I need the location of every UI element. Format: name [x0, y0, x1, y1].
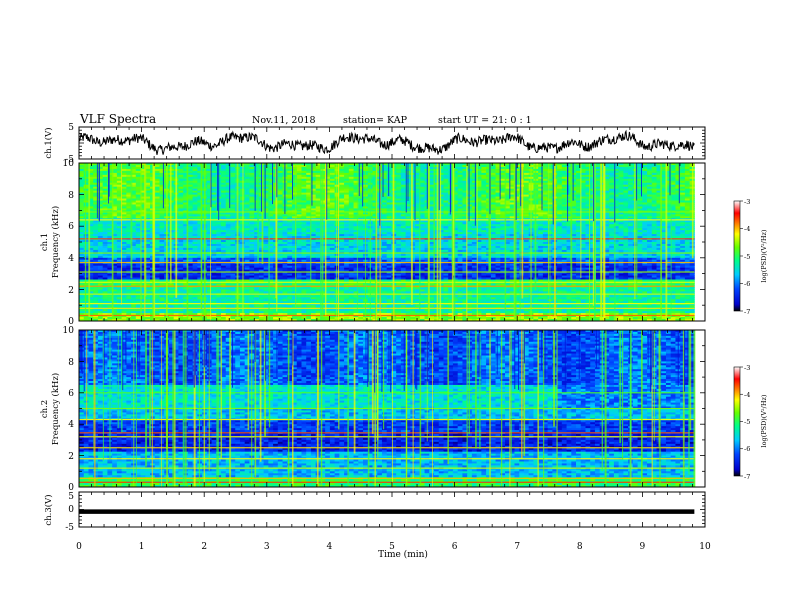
ch2-spec-ytick-label: 10: [63, 326, 75, 336]
ch1-spec-ytick-label: 0: [68, 317, 74, 327]
ch2-colorbar: [733, 366, 741, 477]
ch1-spec-ytick-label: 6: [68, 222, 74, 232]
ch3-waveform-panel: 5 0 -5 ch.3(V) 0 1 2 3 4 5 6 7 8 9 10 Time (min): [43, 491, 711, 560]
ch1-waveform-line: [78, 129, 695, 155]
time-tick-label: 5: [389, 542, 395, 552]
ch1-colorbar-label: log(PSD)(V²/Hz): [760, 229, 768, 282]
start-time-label: start UT = 21: 0 : 1: [438, 115, 532, 126]
time-tick-label: 0: [76, 542, 82, 552]
ch1-spec-ytick-label: 8: [68, 191, 74, 201]
ch1-spec-ylabel-channel: ch.1: [40, 233, 50, 251]
ch2-cb-tick: -7: [744, 473, 750, 481]
ch1-spectrogram-panel: 0 2 4 6 8 10 ch.1 Frequency (kHz) -3 -4 …: [40, 159, 768, 327]
ch1-cb-tick: -3: [744, 198, 750, 206]
ch3-ylabel: ch.3(V): [43, 494, 54, 525]
time-tick-label: 2: [201, 542, 207, 552]
date-label: Nov.11, 2018: [252, 115, 316, 126]
ch1-ytick-label: 5: [68, 123, 74, 133]
time-tick-label: 4: [327, 542, 333, 552]
ch1-cb-tick: -4: [744, 225, 750, 233]
ch2-heatmap: [79, 330, 696, 488]
ch2-cb-tick: -6: [744, 445, 750, 453]
ch1-colorbar: [733, 200, 741, 312]
ch1-spec-ylabel-frequency: Frequency (kHz): [50, 206, 61, 278]
ch2-spec-ytick-label: 0: [68, 483, 74, 493]
time-tick-label: 9: [640, 542, 646, 552]
ch1-cb-tick: -5: [744, 253, 750, 261]
station-label: station= KAP: [343, 115, 408, 126]
ch2-spec-ytick-label: 2: [68, 452, 74, 462]
ch2-spec-ylabel-frequency: Frequency (kHz): [50, 373, 61, 445]
time-tick-label: 1: [139, 542, 145, 552]
time-tick-label: 8: [577, 542, 583, 552]
ch3-ytick-label: 5: [68, 492, 74, 502]
ch3-ytick-label: 0: [68, 505, 74, 515]
ch1-spec-ytick-label: 10: [63, 159, 75, 169]
time-tick-label: 7: [514, 542, 520, 552]
time-tick-label: 10: [699, 542, 711, 552]
ch1-spec-ytick-label: 4: [68, 254, 74, 264]
ch1-spec-ytick-label: 2: [68, 286, 74, 296]
ch1-cb-tick: -6: [744, 280, 750, 288]
time-tick-label: 6: [452, 542, 458, 552]
ch2-spec-ytick-label: 6: [68, 389, 74, 399]
ch2-spec-ytick-label: 8: [68, 358, 74, 368]
ch2-spec-ylabel-channel: ch.2: [40, 400, 50, 418]
ch2-colorbar-ticks: [740, 366, 743, 477]
ch1-ytick-label: -5: [65, 155, 74, 165]
time-axis-tick-labels: 0 1 2 3 4 5 6 7 8 9 10: [76, 542, 711, 552]
ch2-spec-ytick-label: 4: [68, 420, 74, 430]
ch3-ytick-label: -5: [65, 523, 74, 533]
ch2-spectrogram-panel: 0 2 4 6 8 10 ch.2 Frequency (kHz) -3 -4 …: [40, 326, 768, 493]
ch1-colorbar-ticks: [740, 200, 743, 312]
time-tick-label: 3: [264, 542, 270, 552]
time-axis-label: Time (min): [378, 549, 428, 560]
ch1-waveform-panel: 5 -5 ch.1(V): [43, 123, 706, 165]
figure-title: VLF Spectra: [79, 112, 156, 126]
ch1-cb-tick: -7: [744, 308, 750, 316]
ch2-cb-tick: -3: [744, 364, 750, 372]
ch1-ylabel: ch.1(V): [43, 127, 54, 158]
ch2-colorbar-label: log(PSD)(V²/Hz): [760, 394, 768, 447]
ch2-cb-tick: -4: [744, 391, 750, 399]
ch1-heatmap: [79, 163, 695, 322]
ch2-cb-tick: -5: [744, 418, 750, 426]
